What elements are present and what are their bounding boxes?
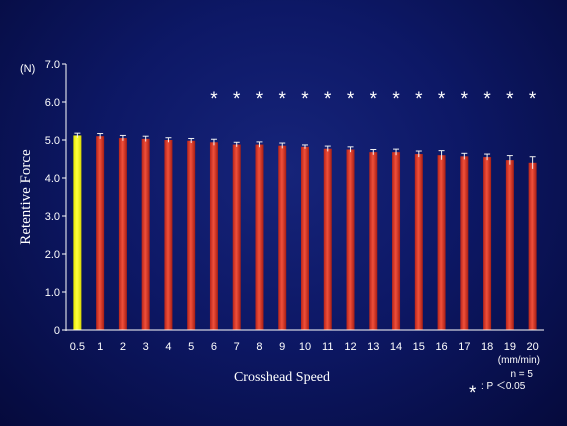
bar-15 (414, 154, 423, 330)
significance-star-12: * (347, 89, 355, 110)
bar-7 (232, 144, 241, 330)
x-tick-label-19: 19 (504, 341, 516, 353)
x-tick-label-5: 5 (188, 341, 194, 353)
x-tick-label-9: 9 (279, 341, 285, 353)
y-tick-label-7.0: 7.0 (45, 59, 60, 71)
y-ticks: 0 1.0 2.0 3.0 4.0 5.0 6.0 7.0 (45, 59, 66, 337)
x-tick-label-2: 2 (120, 341, 126, 353)
significance-star-6: * (210, 89, 218, 110)
axis-layer (65, 64, 544, 331)
x-tick-label-20: 20 (526, 341, 538, 353)
y-tick-label-3.0: 3.0 (45, 211, 60, 223)
bar-4 (164, 140, 173, 330)
x-tick-label-0.5: 0.5 (70, 341, 85, 353)
y-axis-title: Retentive Force (18, 149, 34, 245)
y-tick-label-5.0: 5.0 (45, 135, 60, 147)
x-tick-label-14: 14 (390, 341, 402, 353)
bar-5 (187, 140, 196, 330)
bar-19 (505, 160, 514, 330)
significance-star-7: * (233, 89, 241, 110)
significance-legend-symbol: * (469, 383, 477, 404)
x-tick-label-1: 1 (97, 341, 103, 353)
x-tick-label-7: 7 (234, 341, 240, 353)
y-tick-label-4.0: 4.0 (45, 173, 60, 185)
significance-star-8: * (256, 89, 264, 110)
significance-star-14: * (392, 89, 400, 110)
significance-star-16: * (438, 89, 446, 110)
significance-star-11: * (324, 89, 332, 110)
y-tick-label-2.0: 2.0 (45, 249, 60, 261)
bar-9 (278, 145, 287, 330)
bar-16 (437, 155, 446, 330)
y-tick-label-6.0: 6.0 (45, 97, 60, 109)
bar-8 (255, 144, 264, 330)
x-tick-label-15: 15 (413, 341, 425, 353)
x-tick-label-11: 11 (322, 341, 333, 353)
x-axis-title: Crosshead Speed (234, 370, 330, 385)
x-tick-label-3: 3 (143, 341, 149, 353)
significance-star-10: * (301, 89, 309, 110)
bar-12 (346, 149, 355, 330)
y-tick-label-1.0: 1.0 (45, 287, 60, 299)
y-tick-label-0: 0 (54, 325, 60, 337)
significance-star-9: * (279, 89, 287, 110)
bar-1 (96, 136, 105, 330)
significance-star-18: * (483, 89, 491, 110)
bar-11 (323, 148, 332, 330)
significance-legend-text: : P ＜0.05 (481, 381, 526, 392)
bar-20 (528, 162, 537, 330)
bar-6 (209, 142, 218, 330)
x-tick-label-10: 10 (299, 341, 311, 353)
x-tick-label-17: 17 (458, 341, 470, 353)
bar-10 (301, 146, 309, 330)
y-unit-label: (N) (20, 63, 35, 75)
bar-2 (118, 138, 127, 330)
sample-size-note: n = 5 (510, 369, 533, 380)
x-unit-label: (mm/min) (498, 355, 540, 366)
bar-13 (369, 152, 378, 330)
bar-0.5 (73, 135, 82, 330)
bar-3 (141, 138, 150, 330)
bars-layer (73, 132, 537, 330)
significance-star-17: * (461, 89, 469, 110)
bar-18 (483, 157, 492, 330)
significance-star-19: * (506, 89, 514, 110)
x-tick-label-4: 4 (165, 341, 171, 353)
x-tick-label-16: 16 (435, 341, 447, 353)
significance-star-15: * (415, 89, 423, 110)
bar-14 (392, 152, 401, 330)
x-tick-label-8: 8 (256, 341, 262, 353)
x-tick-label-18: 18 (481, 341, 493, 353)
x-tick-label-12: 12 (344, 341, 356, 353)
significance-star-13: * (370, 89, 378, 110)
x-tick-label-6: 6 (211, 341, 217, 353)
significance-stars: * * * * * * * * * * * * * * * (210, 89, 537, 110)
x-ticks: 0.5 1 2 3 4 5 6 7 8 9 10 11 12 13 14 15 16 17 18 19 20 (70, 341, 539, 353)
bar-17 (460, 156, 469, 330)
x-tick-label-13: 13 (367, 341, 379, 353)
significance-star-20: * (529, 89, 537, 110)
